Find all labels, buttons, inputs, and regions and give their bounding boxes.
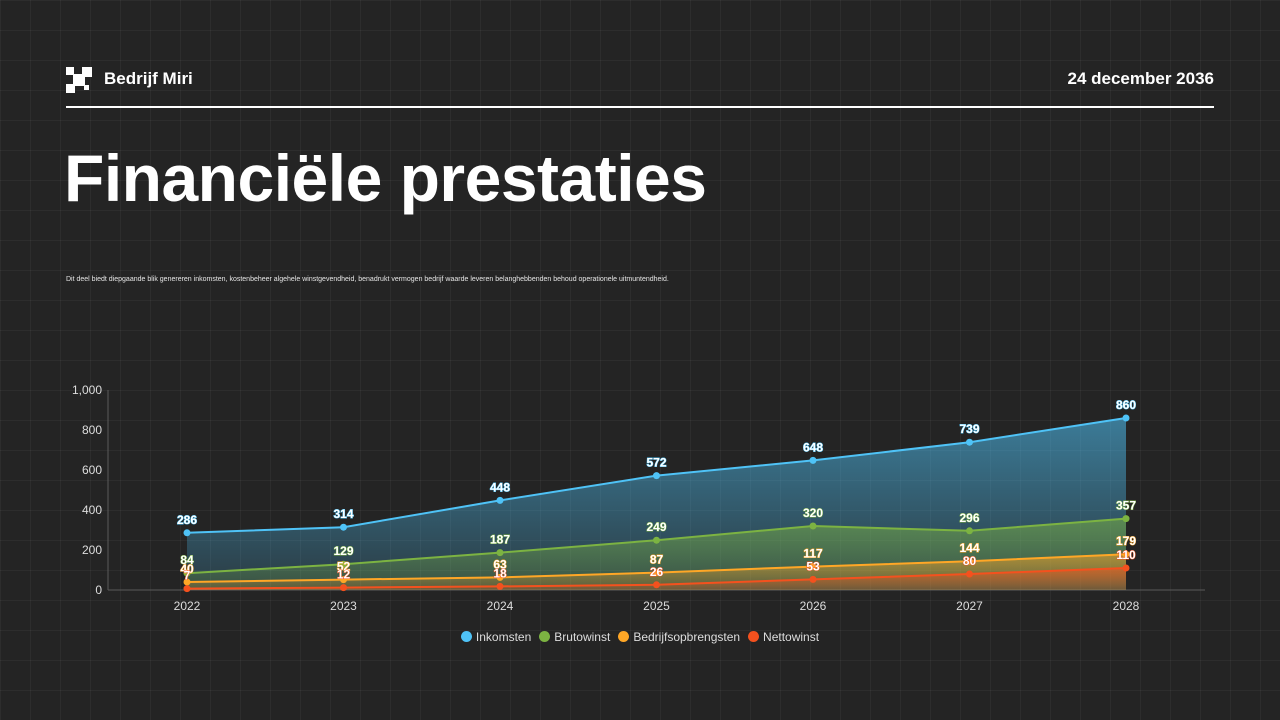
data-point [340, 523, 347, 531]
data-label: 739 [959, 422, 979, 436]
data-point [340, 576, 347, 584]
data-point [653, 536, 660, 544]
area-nettowinst [187, 568, 1126, 590]
data-point [1122, 550, 1130, 558]
data-label: 448 [490, 480, 510, 494]
header: Bedrijf Miri 24 december 2036 [66, 66, 1214, 94]
data-label: 320 [803, 506, 823, 520]
y-tick-label: 1,000 [72, 383, 102, 397]
data-label: 117 [803, 547, 823, 561]
data-point [496, 549, 504, 557]
data-point [496, 573, 504, 581]
x-tick-label: 2028 [1113, 599, 1140, 613]
data-point [1122, 515, 1130, 523]
legend-dot-icon [618, 631, 630, 642]
data-point [966, 527, 973, 535]
data-point [183, 529, 191, 537]
legend-item-bedrijfsopbrengsten[interactable]: Bedrijfsopbrengsten [618, 630, 740, 644]
legend-dot-icon [460, 631, 472, 642]
data-point [340, 560, 347, 568]
data-point [809, 575, 817, 583]
legend-item-brutowinst[interactable]: Brutowinst [539, 630, 610, 644]
legend-dot-icon [539, 631, 551, 642]
x-tick-label: 2024 [487, 599, 514, 613]
y-tick-label: 200 [82, 543, 102, 557]
checker-logo-icon [66, 67, 92, 93]
data-label: 249 [646, 520, 666, 534]
data-point [653, 569, 660, 577]
data-label: 40 [180, 562, 194, 576]
data-label: 110 [1116, 548, 1136, 562]
data-point [809, 563, 817, 571]
legend-item-inkomsten[interactable]: Inkomsten [460, 630, 532, 644]
report-date: 24 december 2036 [1067, 69, 1215, 88]
y-tick-label: 400 [82, 503, 102, 517]
data-label: 179 [1116, 534, 1136, 548]
data-label: 18 [493, 566, 507, 580]
data-label: 296 [959, 511, 979, 525]
legend-label: Bedrijfsopbrengsten [633, 630, 741, 644]
data-label: 314 [333, 507, 353, 521]
data-label: 84 [180, 553, 194, 567]
data-point [183, 578, 191, 586]
legend-label: Brutowinst [554, 630, 611, 644]
data-point [183, 569, 191, 577]
data-point [1122, 564, 1130, 572]
data-label: 357 [1116, 499, 1136, 513]
financial-area-chart: 0 200 400 600 800 1,000 2022 2023 2024 2025 2026 20… [72, 383, 1205, 613]
legend-label: Nettowinst [763, 630, 820, 644]
data-label: 572 [646, 456, 666, 470]
data-point [1122, 414, 1130, 422]
data-label: 144 [959, 541, 979, 555]
data-label: 87 [650, 553, 664, 567]
data-label: 648 [803, 440, 823, 454]
y-tick-label: 0 [95, 583, 102, 597]
data-point [653, 581, 660, 589]
data-label: 12 [337, 568, 351, 582]
page-title: Financiële prestaties [64, 141, 707, 215]
x-tick-label: 2027 [956, 599, 983, 613]
data-label: 52 [337, 560, 351, 574]
data-label: 286 [177, 513, 197, 527]
data-label: 187 [490, 533, 510, 547]
y-tick-label: 600 [82, 463, 102, 477]
brand-name: Bedrijf Miri [104, 69, 193, 88]
data-label: 860 [1116, 398, 1136, 412]
chart-legend: Inkomsten Brutowinst Bedrijfsopbrengsten Ne… [0, 630, 1280, 644]
data-point [966, 570, 973, 578]
data-label: 7 [184, 569, 191, 583]
legend-dot-icon [748, 631, 760, 642]
y-tick-label: 800 [82, 423, 102, 437]
data-point [966, 557, 973, 565]
data-label: 53 [806, 559, 820, 573]
data-point [809, 522, 817, 530]
data-point [809, 456, 817, 464]
data-point [340, 584, 347, 592]
header-divider [66, 106, 1214, 108]
x-tick-label: 2022 [174, 599, 201, 613]
data-point [966, 438, 973, 446]
page-description: Dit deel biedt diepgaande blik genereren… [66, 276, 669, 283]
x-tick-label: 2026 [800, 599, 827, 613]
data-point [496, 496, 504, 504]
x-tick-label: 2025 [643, 599, 670, 613]
legend-item-nettowinst[interactable]: Nettowinst [748, 630, 819, 644]
x-tick-label: 2023 [330, 599, 357, 613]
data-label: 63 [493, 557, 507, 571]
data-label: 129 [333, 544, 353, 558]
data-label: 26 [650, 565, 664, 579]
data-label: 80 [963, 554, 977, 568]
data-point [653, 472, 660, 480]
data-point [183, 585, 191, 593]
legend-label: Inkomsten [475, 630, 532, 644]
data-point [496, 582, 504, 590]
